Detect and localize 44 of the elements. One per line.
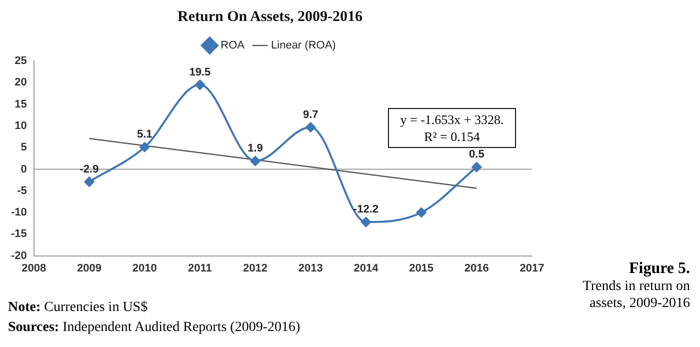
x-tick-label: 2013 — [298, 262, 323, 274]
point — [360, 217, 371, 228]
data-label: -12.2 — [353, 204, 379, 216]
x-tick-label: 2016 — [464, 262, 489, 274]
y-tick-label: 5 — [20, 142, 27, 154]
data-label: 9.7 — [302, 108, 318, 121]
x-tick-label: 2008 — [22, 262, 46, 274]
caption: Figure 5. — [628, 260, 690, 278]
y-tick-label: 25 — [14, 55, 27, 68]
point — [140, 142, 150, 152]
point — [84, 176, 94, 187]
x-tick-label: 2014 — [354, 262, 380, 274]
y-tick-label: -20 — [10, 250, 27, 262]
point — [194, 80, 205, 90]
y-tick-label: 0 — [20, 163, 27, 176]
y-tick-label: -15 — [10, 228, 27, 240]
y-tick-label: 20 — [14, 76, 27, 89]
y-tick-label: -5 — [17, 184, 27, 197]
point — [472, 162, 482, 172]
source-note: Sources: Independent Audited Reports (2009-2016) — [8, 320, 300, 335]
legend-label: ROA — [220, 40, 246, 52]
point — [250, 156, 260, 166]
legend-label: Linear (ROA) — [271, 40, 336, 52]
y-tick-label: 10 — [14, 120, 27, 132]
y-tick-label: -10 — [10, 206, 27, 219]
data-label: -2.9 — [80, 163, 99, 176]
x-tick-label: 2017 — [520, 262, 544, 274]
chart-title: Return On Assets, 2009-2016 — [177, 8, 363, 25]
annotation: R² = 0.154 — [423, 128, 481, 145]
x-tick-label: 2015 — [409, 262, 434, 274]
x-tick-label: 2010 — [132, 262, 157, 274]
annotation: y = -1.653x + 3328. — [399, 111, 505, 128]
point — [306, 122, 316, 132]
data-label: 19.5 — [189, 66, 211, 78]
text: Trends in return on assets, 2009-2016 — [582, 278, 690, 312]
data-label: 5.1 — [136, 128, 152, 141]
point — [416, 208, 426, 218]
text: Note: Currencies in US$ — [8, 300, 148, 315]
x-tick-label: 2012 — [243, 262, 268, 274]
data-label: 0.5 — [469, 148, 484, 161]
x-tick-label: 2009 — [77, 262, 102, 274]
y-tick-label: 15 — [14, 98, 27, 110]
data-label: 1.9 — [248, 142, 263, 155]
x-tick-label: 2011 — [188, 262, 212, 274]
